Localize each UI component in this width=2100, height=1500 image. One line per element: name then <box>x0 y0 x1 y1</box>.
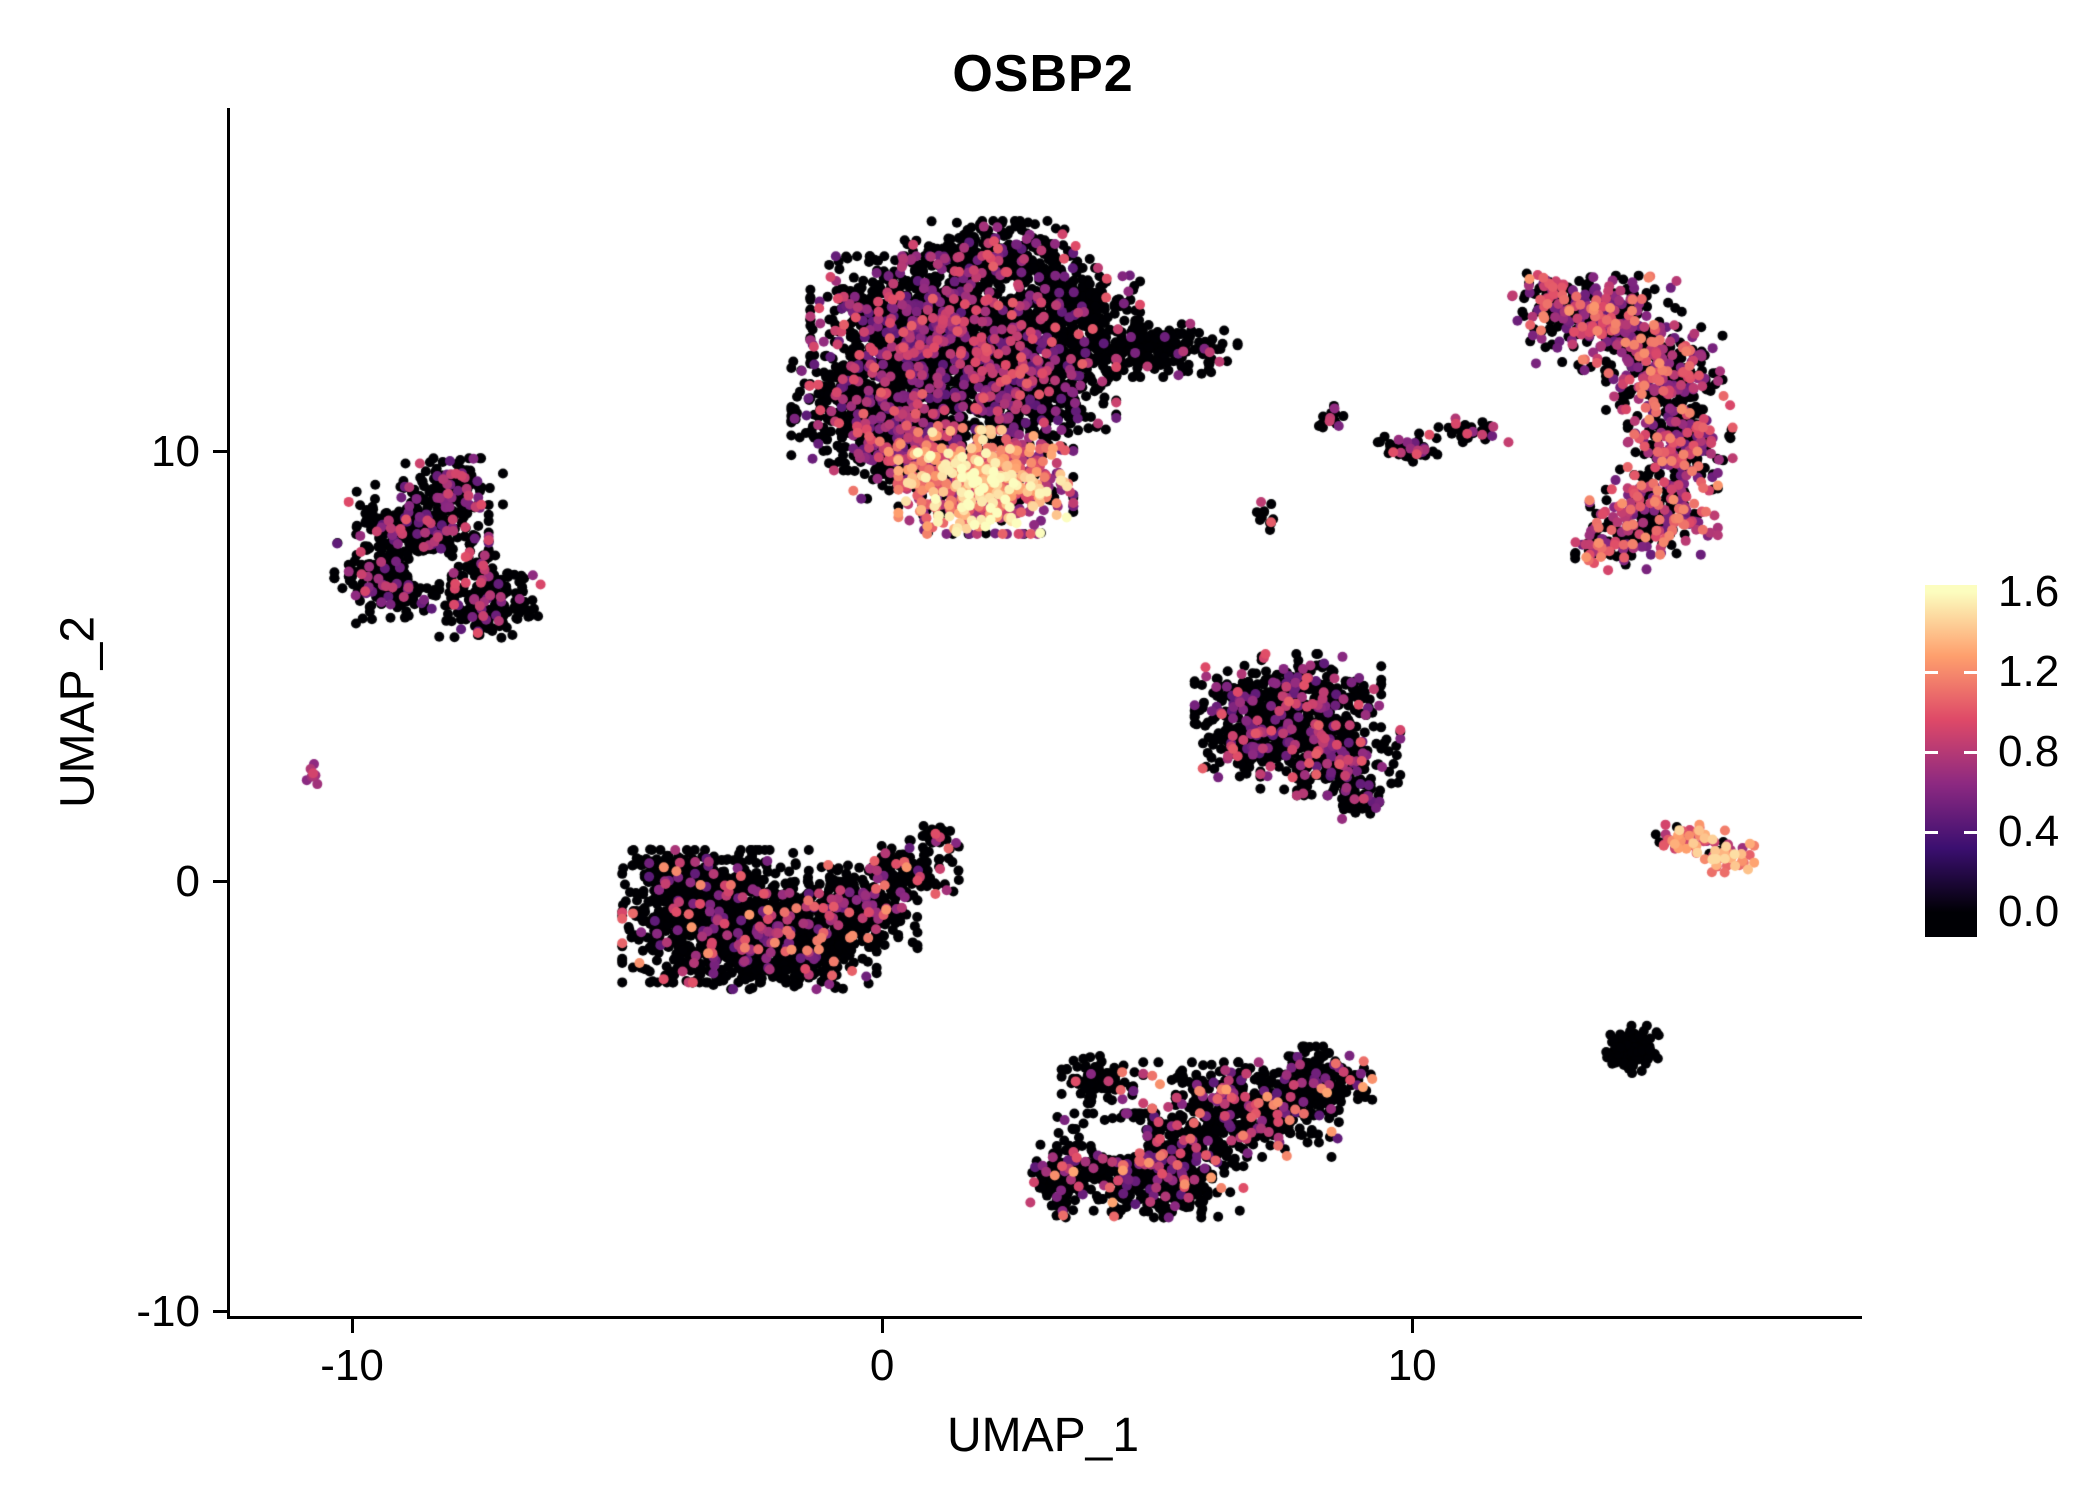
colorbar-label: 0.4 <box>1998 807 2060 857</box>
x-tick-mark <box>1410 1319 1414 1333</box>
colorbar-gradient <box>1925 585 1977 937</box>
colorbar-tick <box>1964 750 1977 754</box>
plot-title: OSBP2 <box>952 45 1134 103</box>
x-tick-label: -10 <box>320 1341 384 1390</box>
y-tick-mark <box>213 1310 227 1314</box>
colorbar-label: 0.0 <box>1998 887 2060 937</box>
colorbar-tick <box>1925 830 1938 834</box>
y-tick-mark <box>213 880 227 884</box>
y-axis-label: UMAP_2 <box>51 615 105 809</box>
colorbar-tick <box>1964 670 1977 674</box>
x-axis-label: UMAP_1 <box>946 1409 1140 1462</box>
y-tick-label: 10 <box>151 426 200 476</box>
colorbar <box>1925 585 1977 937</box>
colorbar-label: 1.6 <box>1998 567 2060 617</box>
x-tick-label: 10 <box>1387 1341 1437 1390</box>
colorbar-tick <box>1925 750 1938 754</box>
colorbar-label: 0.8 <box>1998 727 2060 777</box>
y-tick-label: 0 <box>175 856 200 906</box>
colorbar-label: 1.2 <box>1998 647 2060 697</box>
x-tick-mark <box>880 1319 884 1333</box>
colorbar-tick <box>1964 830 1977 834</box>
y-tick-label: -10 <box>136 1286 200 1336</box>
x-tick-mark <box>350 1319 354 1333</box>
scatter-canvas <box>230 108 1862 1316</box>
x-tick-label: 0 <box>869 1341 895 1390</box>
plot-area <box>227 108 1862 1319</box>
y-tick-mark <box>213 450 227 454</box>
colorbar-tick <box>1925 670 1938 674</box>
